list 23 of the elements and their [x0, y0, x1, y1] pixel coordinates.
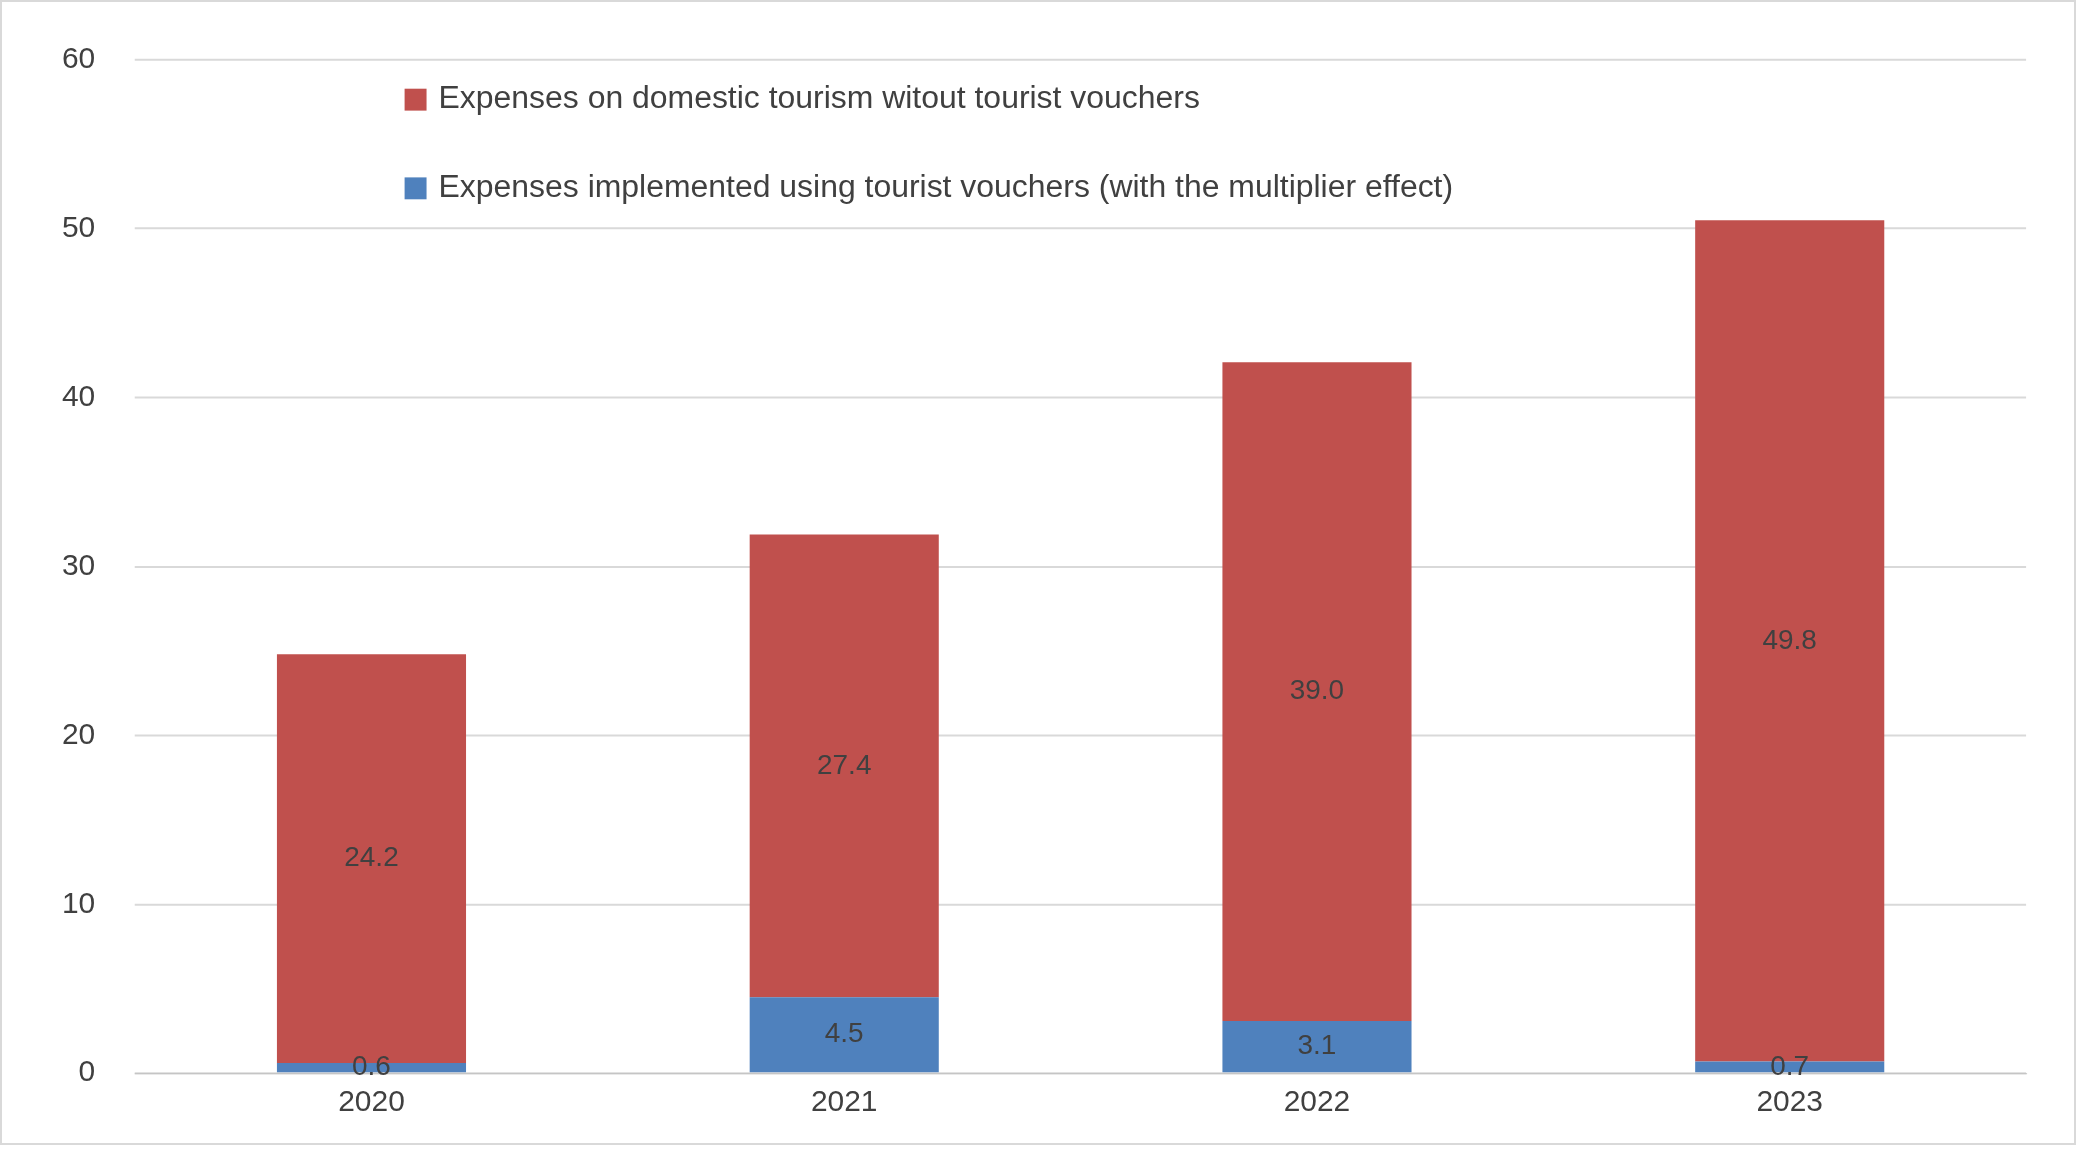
y-tick-label: 50 — [61, 209, 96, 243]
y-tick-label: 20 — [61, 716, 96, 750]
y-tick-label: 10 — [61, 885, 96, 919]
bar — [749, 534, 939, 998]
y-tick-label: 40 — [61, 378, 96, 412]
x-tick-label: 2022 — [1283, 1084, 1351, 1118]
data-label: 4.5 — [824, 1017, 864, 1049]
y-tick-label: 0 — [78, 1054, 96, 1088]
y-tick-label: 60 — [61, 41, 96, 75]
data-label: 39.0 — [1289, 674, 1345, 706]
y-tick-label: 30 — [61, 547, 96, 581]
data-label: 3.1 — [1297, 1029, 1337, 1061]
x-tick-label: 2021 — [810, 1084, 878, 1118]
data-label: 24.2 — [344, 841, 399, 873]
bar — [749, 997, 939, 1073]
x-tick-label: 2023 — [1756, 1084, 1824, 1118]
bar — [1222, 1020, 1412, 1073]
legend-label: Expenses on domestic tourism witout tourist vouchers — [438, 79, 1200, 116]
data-label: 27.4 — [817, 748, 872, 780]
data-label: 49.8 — [1762, 623, 1817, 655]
bar — [1222, 362, 1412, 1021]
x-tick-label: 2020 — [338, 1084, 405, 1118]
legend-label: Expenses implemented using tourist vouchers (with the multiplier effect) — [438, 168, 1454, 205]
